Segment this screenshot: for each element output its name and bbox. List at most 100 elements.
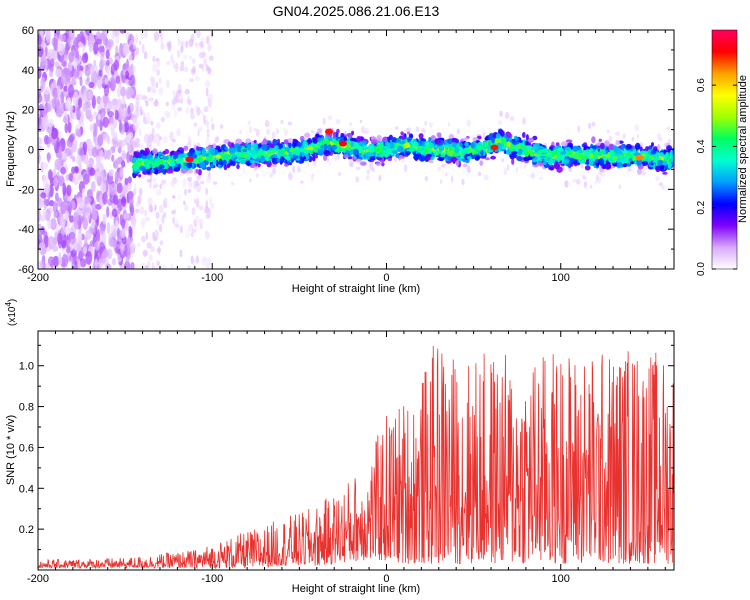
noise-blob xyxy=(132,140,137,148)
halo-blob xyxy=(243,167,245,174)
band-blob xyxy=(565,139,573,143)
noise-blob xyxy=(177,89,182,94)
noise-blob xyxy=(58,252,62,266)
halo-blob xyxy=(287,121,293,126)
noise-blob xyxy=(184,66,189,73)
noise-blob xyxy=(160,117,166,123)
noise-blob xyxy=(110,31,116,40)
band-blob xyxy=(669,158,674,163)
noise-blob xyxy=(156,219,159,227)
noise-blob xyxy=(38,93,43,104)
noise-blob xyxy=(71,155,76,163)
noise-blob xyxy=(190,112,195,120)
noise-blob xyxy=(182,178,187,188)
noise-blob xyxy=(58,175,65,187)
noise-blob xyxy=(117,87,121,98)
band-blob xyxy=(503,141,508,147)
band-blob xyxy=(613,145,618,152)
peak-point xyxy=(635,154,644,161)
band-blob xyxy=(196,146,200,151)
noise-blob xyxy=(135,33,139,44)
noise-blob xyxy=(193,198,197,204)
band-blob xyxy=(516,156,523,162)
band-blob xyxy=(615,149,623,155)
x-tick-label: 100 xyxy=(552,573,570,585)
band-blob xyxy=(511,140,515,144)
noise-blob xyxy=(128,54,133,61)
noise-blob xyxy=(145,100,149,107)
band-blob xyxy=(277,138,280,144)
noise-blob xyxy=(97,113,102,121)
band-blob xyxy=(538,161,544,167)
noise-blob xyxy=(140,30,145,40)
band-blob xyxy=(308,155,313,163)
band-blob xyxy=(526,145,532,150)
halo-blob xyxy=(641,170,646,176)
band-blob xyxy=(378,154,384,158)
y-tick-label: 0.6 xyxy=(19,442,34,454)
band-blob xyxy=(557,147,564,152)
snr-y-exponent-close: ) xyxy=(7,299,18,302)
halo-blob xyxy=(366,169,370,175)
band-blob xyxy=(332,131,337,139)
halo-blob xyxy=(280,119,284,125)
noise-blob xyxy=(55,96,60,110)
halo-blob xyxy=(200,180,205,185)
noise-blob xyxy=(152,55,156,63)
noise-blob xyxy=(206,132,210,138)
noise-blob xyxy=(93,41,99,55)
noise-blob xyxy=(185,40,189,49)
halo-blob xyxy=(253,127,257,132)
noise-blob xyxy=(188,179,193,188)
band-blob xyxy=(610,151,614,157)
noise-blob xyxy=(134,183,137,194)
noise-blob xyxy=(190,107,194,114)
halo-blob xyxy=(503,167,508,176)
noise-blob xyxy=(78,174,84,181)
noise-blob xyxy=(182,40,186,47)
halo-blob xyxy=(589,184,593,189)
band-blob xyxy=(306,146,314,151)
noise-blob xyxy=(198,63,203,69)
band-blob xyxy=(342,148,346,153)
noise-blob xyxy=(188,138,192,147)
band-blob xyxy=(300,148,307,154)
halo-blob xyxy=(256,173,259,178)
noise-blob xyxy=(65,69,72,82)
noise-blob xyxy=(82,102,88,112)
noise-blob xyxy=(59,34,66,42)
band-blob xyxy=(538,158,543,162)
halo-blob xyxy=(349,122,352,126)
band-blob xyxy=(323,143,328,151)
halo-blob xyxy=(603,169,607,173)
band-blob xyxy=(226,163,230,169)
noise-blob xyxy=(45,30,51,44)
noise-blob xyxy=(184,204,189,212)
halo-blob xyxy=(583,181,588,186)
noise-blob xyxy=(124,177,129,186)
band-blob xyxy=(428,160,434,164)
halo-blob xyxy=(668,138,672,144)
band-blob xyxy=(463,147,469,154)
noise-blob xyxy=(78,97,83,109)
band-blob xyxy=(309,151,314,155)
band-blob xyxy=(375,162,382,166)
band-blob xyxy=(169,160,176,167)
band-blob xyxy=(371,155,376,160)
noise-blob xyxy=(89,167,96,176)
halo-blob xyxy=(198,126,202,132)
halo-blob xyxy=(661,185,666,190)
noise-blob xyxy=(88,43,93,53)
noise-blob xyxy=(76,106,81,121)
band-blob xyxy=(499,130,505,137)
noise-blob xyxy=(94,258,98,269)
halo-blob xyxy=(429,122,433,128)
figure-title: GN04.2025.086.21.06.E13 xyxy=(273,3,440,19)
band-blob xyxy=(201,149,207,153)
noise-blob xyxy=(205,199,209,209)
noise-blob xyxy=(144,30,148,39)
noise-blob xyxy=(120,86,126,97)
band-blob xyxy=(391,150,398,154)
